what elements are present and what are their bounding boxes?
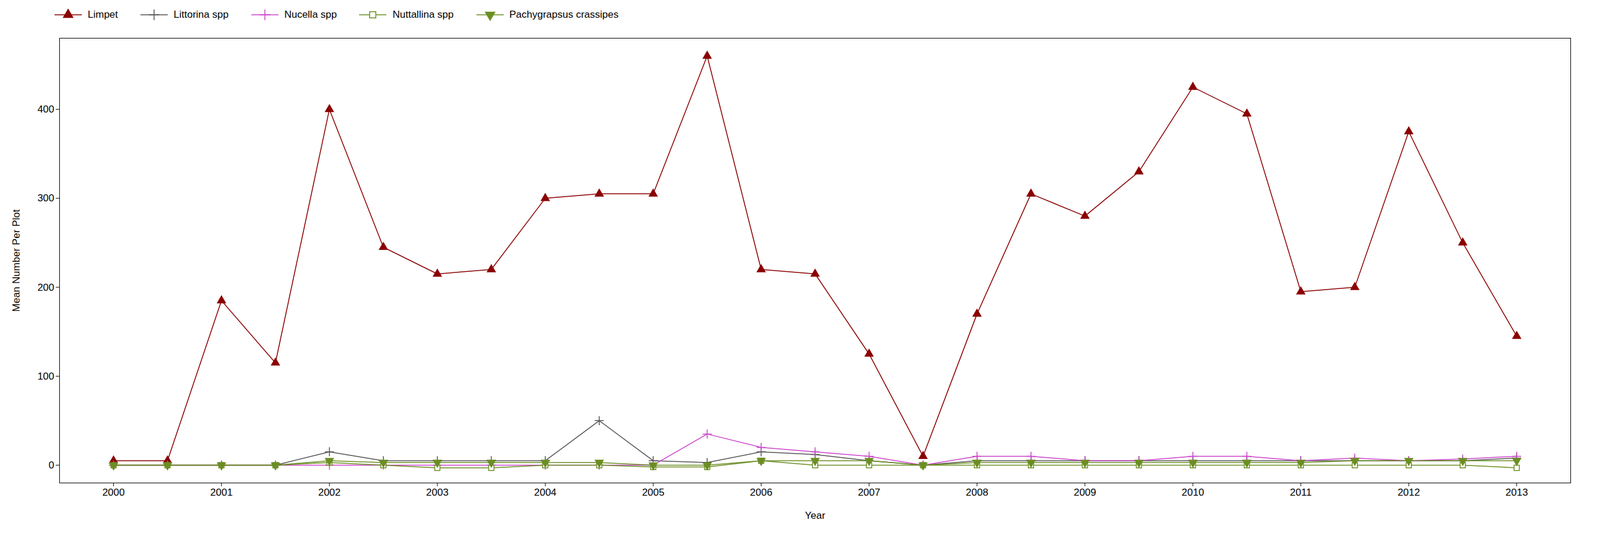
svg-text:2001: 2001 [210, 487, 233, 499]
svg-text:400: 400 [37, 103, 54, 115]
svg-text:2012: 2012 [1397, 487, 1420, 499]
svg-text:0: 0 [48, 459, 54, 472]
svg-text:2013: 2013 [1505, 487, 1529, 499]
svg-text:300: 300 [37, 192, 54, 204]
svg-text:100: 100 [37, 370, 54, 383]
svg-text:2005: 2005 [641, 487, 665, 499]
html-text:Pachygrapsus crassipes: Pachygrapsus crassipes [509, 8, 619, 21]
svg-text:2007: 2007 [858, 487, 881, 499]
html-text:Littorina spp: Littorina spp [173, 8, 229, 21]
svg-text:2002: 2002 [318, 487, 341, 499]
svg-text:2004: 2004 [533, 487, 557, 499]
svg-text:Mean Number Per Plot: Mean Number Per Plot [10, 209, 22, 312]
svg-text:2009: 2009 [1073, 487, 1097, 499]
svg-text:2006: 2006 [750, 487, 773, 499]
html-text:Limpet: Limpet [87, 8, 118, 21]
svg-text:2008: 2008 [965, 487, 989, 499]
html-text:Nucella spp: Nucella spp [284, 8, 337, 21]
svg-text:2011: 2011 [1290, 487, 1312, 499]
html-text:Nuttallina spp: Nuttallina spp [392, 8, 454, 21]
svg-text:2003: 2003 [426, 487, 449, 499]
svg-text:2000: 2000 [102, 487, 126, 499]
svg-text:200: 200 [37, 282, 54, 294]
svg-text:Year: Year [804, 510, 826, 522]
svg-text:2010: 2010 [1181, 487, 1205, 499]
